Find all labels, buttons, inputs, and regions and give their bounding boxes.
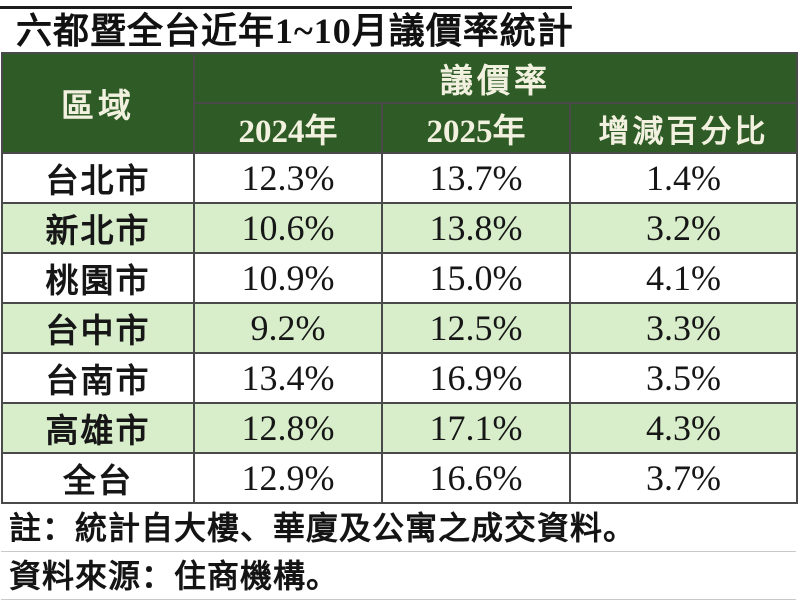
page-title: 六都暨全台近年1~10月議價率統計 [16, 11, 574, 51]
rate-2025-cell: 17.1% [381, 402, 571, 454]
region-cell: 桃園市 [1, 252, 195, 304]
table-header: 區域 議價率 2024年 2025年 增減百分比 [1, 52, 799, 154]
diff-cell: 1.4% [568, 152, 799, 204]
rate-2024-cell: 12.8% [193, 402, 383, 454]
region-cell: 台中市 [1, 302, 195, 354]
rate-2025-cell: 13.7% [381, 152, 571, 204]
rate-2024-cell: 12.3% [193, 152, 383, 204]
column-group-header-rate: 議價率 [192, 52, 799, 104]
source-text: 資料來源：住商機構。 [1, 552, 796, 600]
column-header-2025: 2025年 [381, 102, 571, 154]
footer-notes: 註：統計自大樓、華廈及公寓之成交資料。 資料來源：住商機構。 [1, 504, 796, 600]
region-cell: 台北市 [1, 152, 195, 204]
diff-cell: 3.7% [568, 452, 799, 504]
header-row-group: 區域 議價率 [1, 52, 799, 154]
rate-2025-cell: 12.5% [381, 302, 571, 354]
diff-cell: 4.1% [568, 252, 799, 304]
table-row: 高雄市 12.8% 17.1% 4.3% [1, 402, 799, 454]
table-row: 台南市 13.4% 16.9% 3.5% [1, 352, 799, 404]
region-cell: 全台 [1, 452, 195, 504]
diff-cell: 4.3% [568, 402, 799, 454]
rate-2024-cell: 9.2% [193, 302, 383, 354]
column-header-2024: 2024年 [193, 102, 383, 154]
rate-2024-cell: 12.9% [193, 452, 383, 504]
region-cell: 高雄市 [1, 402, 195, 454]
rate-2025-cell: 13.8% [381, 202, 571, 254]
negotiation-rate-table: 區域 議價率 2024年 2025年 增減百分比 台北市 12.3% 13.7%… [1, 52, 799, 504]
rate-2025-cell: 16.9% [381, 352, 571, 404]
table-row: 新北市 10.6% 13.8% 3.2% [1, 202, 799, 254]
region-cell: 新北市 [1, 202, 195, 254]
table-row: 桃園市 10.9% 15.0% 4.1% [1, 252, 799, 304]
column-header-region: 區域 [1, 52, 195, 154]
diff-cell: 3.2% [568, 202, 799, 254]
column-header-diff: 增減百分比 [568, 102, 799, 154]
rate-2024-cell: 10.6% [193, 202, 383, 254]
region-cell: 台南市 [1, 352, 195, 404]
rate-2025-cell: 15.0% [381, 252, 571, 304]
note-text: 註：統計自大樓、華廈及公寓之成交資料。 [1, 504, 796, 552]
rate-2024-cell: 13.4% [193, 352, 383, 404]
diff-cell: 3.3% [568, 302, 799, 354]
table-row: 台中市 9.2% 12.5% 3.3% [1, 302, 799, 354]
header-row-years: 2024年 2025年 增減百分比 [2, 102, 799, 154]
table-row: 台北市 12.3% 13.7% 1.4% [1, 152, 799, 204]
rate-2025-cell: 16.6% [381, 452, 571, 504]
top-border-line [0, 6, 572, 9]
table-body: 台北市 12.3% 13.7% 1.4% 新北市 10.6% 13.8% 3.2… [1, 152, 799, 504]
rate-2024-cell: 10.9% [193, 252, 383, 304]
table-row: 全台 12.9% 16.6% 3.7% [1, 452, 799, 504]
diff-cell: 3.5% [568, 352, 799, 404]
